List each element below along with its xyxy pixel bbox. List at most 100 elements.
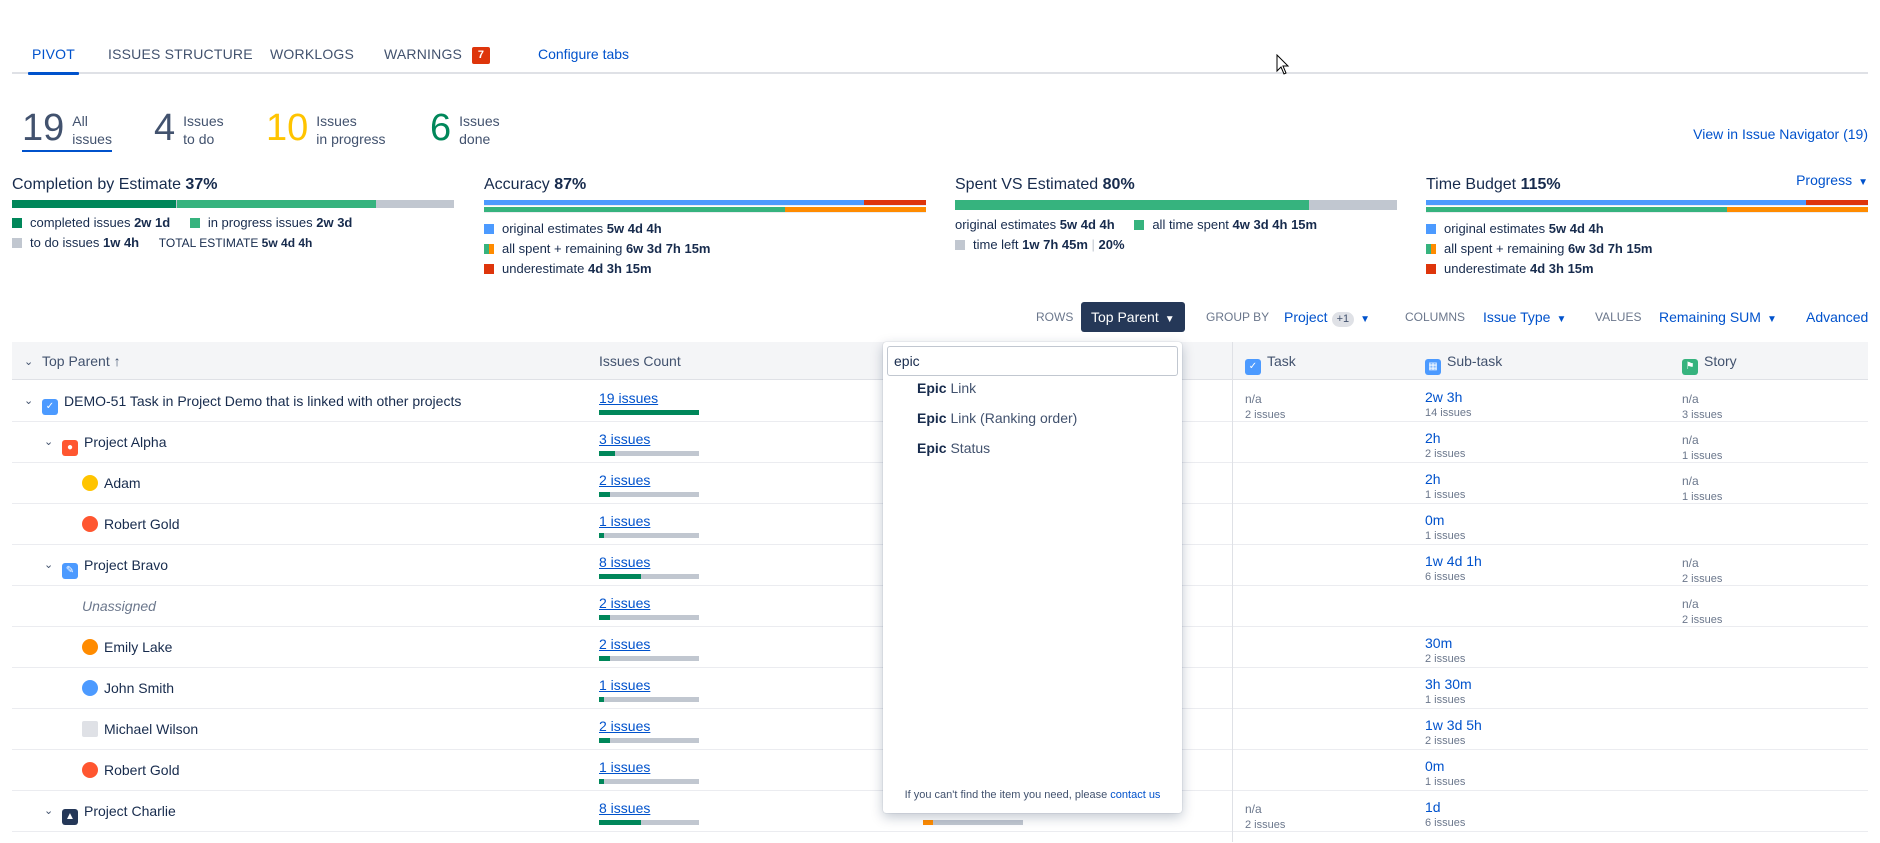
header-top-parent[interactable]: Top Parent ↑	[42, 353, 121, 369]
tab-pivot[interactable]: PIVOT	[27, 46, 80, 75]
row-name: Michael Wilson	[82, 721, 198, 737]
field-search-input[interactable]	[887, 346, 1178, 376]
acc-under-label: underestimate	[502, 261, 585, 276]
project-bravo-icon: ✎	[62, 563, 78, 579]
issues-count-link[interactable]: 1 issues	[599, 677, 651, 693]
row-name-text: Project Bravo	[84, 557, 169, 573]
subtask-value[interactable]: 3h 30m 1 issues	[1425, 677, 1472, 707]
group-by-value: Project	[1284, 309, 1328, 325]
subtask-value-text: 1w 4d 1h	[1425, 553, 1482, 569]
columns-dropdown[interactable]: Issue Type ▼	[1483, 302, 1566, 332]
dropdown-item-epic-status[interactable]: Epic Status	[917, 440, 990, 456]
expand-collapse-chevron-icon[interactable]: ⌄	[44, 805, 54, 817]
table-row[interactable]: ⌄ ▲ Project Charlie 8 issues n/a 2 issues 1d 6 …	[12, 791, 1868, 832]
issues-count-link[interactable]: 2 issues	[599, 472, 651, 488]
issues-count-link[interactable]: 2 issues	[599, 595, 651, 611]
budget-spent-value: 6w 3d 7h 15m	[1567, 241, 1653, 256]
task-type-icon: ✓	[1245, 359, 1261, 375]
sort-asc-icon: ↑	[113, 353, 121, 369]
subtask-value[interactable]: 2h 1 issues	[1425, 472, 1465, 502]
stat-todo-l1: Issues	[183, 113, 224, 129]
total-estimate-label: TOTAL ESTIMATE	[158, 236, 259, 250]
warnings-badge: 7	[472, 47, 491, 64]
tab-issues-structure[interactable]: ISSUES STRUCTURE	[108, 46, 253, 62]
advanced-link[interactable]: Advanced	[1806, 309, 1869, 325]
acc-spent-value: 6w 3d 7h 15m	[625, 241, 711, 256]
issues-count-link[interactable]: 2 issues	[599, 636, 651, 652]
header-task[interactable]: ✓ Task	[1245, 353, 1296, 375]
issues-count-link[interactable]: 8 issues	[599, 800, 651, 816]
stat-todo-num: 4	[154, 107, 176, 149]
contact-us-link[interactable]: contact us	[1110, 789, 1161, 801]
story-value-text: n/a	[1682, 433, 1699, 447]
expand-collapse-chevron-icon[interactable]: ⌄	[24, 395, 34, 407]
subtask-value-text: 0m	[1425, 758, 1445, 774]
accuracy-title: Accuracy	[484, 176, 550, 193]
subtask-value[interactable]: 2w 3h 14 issues	[1425, 390, 1471, 420]
stat-in-progress[interactable]: 10 Issues in progress	[266, 108, 386, 152]
header-subtask[interactable]: ▦ Sub-task	[1425, 353, 1502, 375]
metric-completion: Completion by Estimate 37% completed iss…	[12, 176, 454, 253]
dropdown-item-epic-link[interactable]: Epic Link	[917, 380, 976, 396]
issues-count-link[interactable]: 8 issues	[599, 554, 651, 570]
underestimate-swatch	[484, 264, 494, 274]
spent-pct: 80%	[1102, 176, 1135, 193]
row-name: ● Project Alpha	[62, 434, 167, 456]
subtask-value[interactable]: 1w 4d 1h 6 issues	[1425, 554, 1482, 584]
collapse-all-icon[interactable]: ⌄	[24, 356, 34, 368]
header-story[interactable]: ⚑ Story	[1682, 353, 1737, 375]
columns-label: COLUMNS	[1405, 310, 1466, 324]
subtask-subcount: 1 issues	[1425, 776, 1466, 788]
issues-count-bar-fill	[599, 410, 699, 415]
configure-tabs-link[interactable]: Configure tabs	[538, 46, 630, 62]
row-name-text: Project Alpha	[84, 434, 167, 450]
issues-count-link[interactable]: 1 issues	[599, 513, 651, 529]
stat-done[interactable]: 6 Issues done	[430, 108, 500, 152]
story-value: n/a 1 issues	[1682, 474, 1722, 504]
subtask-value[interactable]: 1d 6 issues	[1425, 800, 1465, 830]
stat-todo[interactable]: 4 Issues to do	[154, 108, 224, 152]
stat-all-num: 19	[22, 107, 65, 149]
rows-field-dropdown: Epic Link Epic Link (Ranking order) Epic…	[883, 342, 1182, 813]
subtask-value[interactable]: 0m 1 issues	[1425, 759, 1465, 789]
issues-count-link[interactable]: 19 issues	[599, 390, 659, 406]
table-row[interactable]: ⌄ ✓ DEMO-51 Task in Project Demo that is l…	[12, 381, 1868, 422]
story-subcount: 2 issues	[1682, 614, 1723, 626]
user-avatar	[82, 639, 98, 655]
issues-count-bar	[599, 738, 699, 743]
progress-dropdown[interactable]: Progress ▼	[1796, 172, 1868, 188]
columns-value: Issue Type	[1483, 309, 1551, 325]
budget-spent-swatch	[1426, 244, 1436, 254]
dropdown-item-epic-link-ranking[interactable]: Epic Link (Ranking order)	[917, 410, 1077, 426]
completion-bar-inprogress	[176, 200, 376, 208]
tab-warnings-label: WARNINGS	[384, 46, 463, 62]
subtask-value[interactable]: 30m 2 issues	[1425, 636, 1465, 666]
issues-count-bar	[599, 656, 699, 661]
row-name: Robert Gold	[82, 516, 179, 532]
subtask-value[interactable]: 0m 1 issues	[1425, 513, 1465, 543]
alltime-label: all time spent	[1152, 217, 1229, 232]
expand-collapse-chevron-icon[interactable]: ⌄	[44, 559, 54, 571]
tab-worklogs[interactable]: WORKLOGS	[270, 46, 355, 62]
timeleft-label: time left	[973, 237, 1019, 252]
user-avatar	[82, 680, 98, 696]
issues-count-link[interactable]: 2 issues	[599, 718, 651, 734]
story-subcount: 1 issues	[1682, 450, 1723, 462]
expand-collapse-chevron-icon[interactable]: ⌄	[44, 436, 54, 448]
story-value: n/a 3 issues	[1682, 392, 1722, 422]
subtask-value[interactable]: 1w 3d 5h 2 issues	[1425, 718, 1482, 748]
group-by-label: GROUP BY	[1206, 310, 1270, 324]
rows-dropdown-button[interactable]: Top Parent ▼	[1081, 302, 1185, 332]
row-name-text: Robert Gold	[104, 516, 180, 532]
issues-count-link[interactable]: 1 issues	[599, 759, 651, 775]
tab-warnings[interactable]: WARNINGS 7	[384, 46, 491, 64]
issues-count-link[interactable]: 3 issues	[599, 431, 651, 447]
header-issues-count[interactable]: Issues Count	[599, 353, 681, 369]
stat-all-issues[interactable]: 19 All issues	[22, 108, 112, 152]
subtask-value[interactable]: 2h 2 issues	[1425, 431, 1465, 461]
view-in-issue-navigator-link[interactable]: View in Issue Navigator (19)	[1693, 126, 1868, 142]
task-value-text: n/a	[1245, 392, 1262, 406]
values-dropdown[interactable]: Remaining SUM ▼	[1659, 302, 1777, 332]
group-by-dropdown[interactable]: Project +1 ▼	[1284, 302, 1370, 332]
subtask-subcount: 6 issues	[1425, 817, 1466, 829]
